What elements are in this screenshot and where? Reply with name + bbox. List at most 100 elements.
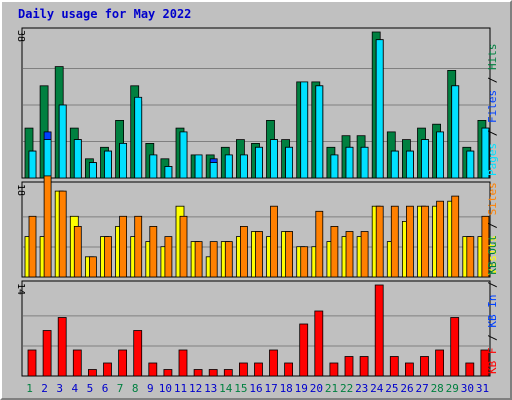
visits-bar-sites: [194, 241, 203, 278]
kb-bar-kb-f: [284, 362, 294, 377]
panel-kb-background: [21, 280, 491, 377]
hits-bar-pages: [270, 139, 278, 179]
legend-entry-hits: Hits: [486, 44, 499, 71]
day-label: 25: [385, 382, 398, 395]
hits-bar-pages: [360, 146, 369, 179]
visits-bar-sites: [104, 236, 112, 278]
hits-bar-pages: [421, 139, 429, 179]
hits-bar-pages: [255, 146, 263, 179]
visits-bar-sites: [43, 175, 52, 278]
hits-bar-pages: [149, 154, 158, 179]
hits-bar-pages: [224, 154, 233, 179]
visits-bar-sites: [270, 205, 278, 278]
hits-bar-pages: [209, 162, 218, 179]
visits-legend-text: Visits / Sites: [486, 182, 499, 275]
hits-bar-pages: [481, 127, 490, 179]
kb-bar-kb-f: [465, 362, 475, 377]
kb-bar-kb-f: [359, 356, 369, 377]
visits-bar-sites: [330, 225, 339, 278]
hits-bar-pages: [315, 85, 324, 179]
hits-bar-pages: [239, 154, 248, 179]
legend-separator: /: [486, 70, 499, 90]
visits-bar-sites: [255, 231, 263, 278]
hits-bar-pages: [134, 96, 143, 179]
kb-bar-kb-f: [163, 369, 173, 377]
visits-bar-sites: [58, 190, 67, 278]
hits-bar-pages: [436, 131, 445, 179]
visits-bar-sites: [89, 256, 97, 278]
day-label: 16: [249, 382, 262, 395]
kb-bar-kb-f: [223, 369, 233, 377]
hits-bar-pages: [285, 146, 294, 179]
hits-legend: Pages / Files / Hits: [486, 44, 499, 177]
hits-bar-pages: [119, 142, 127, 179]
day-label: 26: [400, 382, 413, 395]
day-label: 14: [219, 382, 233, 395]
kb-bar-kb-f: [208, 369, 218, 377]
kb-bar-kb-f: [404, 362, 414, 377]
hits-bar-pages: [89, 162, 97, 179]
hits-bar-pages: [451, 85, 460, 179]
visits-bar-sites: [149, 225, 158, 278]
day-label: 10: [159, 382, 172, 395]
kb-bar-kb-f: [133, 330, 143, 377]
visits-bar-sites: [119, 215, 127, 278]
kb-legend-text: KB F / KB In / KB Out: [486, 235, 499, 374]
hits-bar-pages: [300, 81, 309, 179]
day-label: 4: [71, 382, 78, 395]
day-label: 3: [56, 382, 63, 395]
kb-bar-kb-f: [435, 349, 445, 377]
kb-bar-kb-f: [450, 317, 460, 377]
visits-bar-sites: [73, 225, 82, 278]
legend-entry-visits: Visits: [486, 235, 499, 275]
hits-bar-pages: [164, 166, 173, 179]
hits-bar-pages: [194, 154, 203, 179]
kb-bar-kb-f: [269, 349, 278, 377]
day-label: 15: [234, 382, 247, 395]
hits-max-label: 38: [15, 30, 26, 42]
visits-bar-sites: [466, 236, 475, 278]
hits-bar-pages: [405, 150, 414, 179]
day-label: 21: [325, 382, 338, 395]
visits-bar-sites: [436, 200, 445, 278]
day-label: 9: [147, 382, 154, 395]
kbytes-bars: [27, 284, 490, 377]
visits-sites-panel: 18 Visits / Sites: [15, 175, 499, 278]
hits-bar-pages: [345, 146, 354, 179]
kb-bar-kb-f: [88, 369, 97, 377]
visits-bar-sites: [300, 246, 309, 278]
hits-legend-text: Pages / Files / Hits: [486, 44, 499, 177]
day-axis-labels: 1 2 3 4 5 6 7 8 9 10 11 12 13 14 15 16 17 18 19 20 21 22 23 24 2…: [26, 382, 489, 395]
kb-bar-kb-f: [57, 317, 67, 377]
kbytes-panel: 14 KB F / KB In / KB Out: [15, 235, 499, 377]
legend-entry-kb-in: KB In: [486, 295, 499, 328]
kb-bar-kb-f: [299, 323, 309, 377]
legend-entry-pages: Pages: [486, 143, 499, 176]
day-label: 5: [87, 382, 94, 395]
visits-bar-sites: [451, 195, 460, 278]
kb-bar-kb-f: [178, 349, 188, 377]
kb-bar-kb-f: [103, 362, 112, 377]
day-label: 28: [431, 382, 444, 395]
legend-separator: /: [486, 215, 499, 235]
day-label: 19: [295, 382, 308, 395]
day-label: 11: [174, 382, 187, 395]
visits-bar-sites: [179, 215, 188, 278]
day-label: 30: [461, 382, 474, 395]
legend-entry-kb-f: KB F: [486, 348, 499, 375]
visits-bar-sites: [390, 205, 399, 278]
visits-bar-sites: [28, 215, 37, 278]
visits-bar-sites: [345, 231, 354, 278]
day-label: 29: [446, 382, 459, 395]
visits-bar-sites: [239, 225, 248, 278]
kb-bar-kb-f: [193, 369, 203, 377]
hits-bar-pages: [466, 150, 475, 179]
kbytes-legend: KB F / KB In / KB Out: [486, 235, 499, 374]
hits-grid: [23, 68, 489, 142]
day-label: 17: [264, 382, 277, 395]
day-label: 6: [102, 382, 109, 395]
chart-title: Daily usage for May 2022: [18, 7, 191, 21]
hits-files-pages-panel: 38 Pages / Files / Hits: [15, 27, 499, 179]
